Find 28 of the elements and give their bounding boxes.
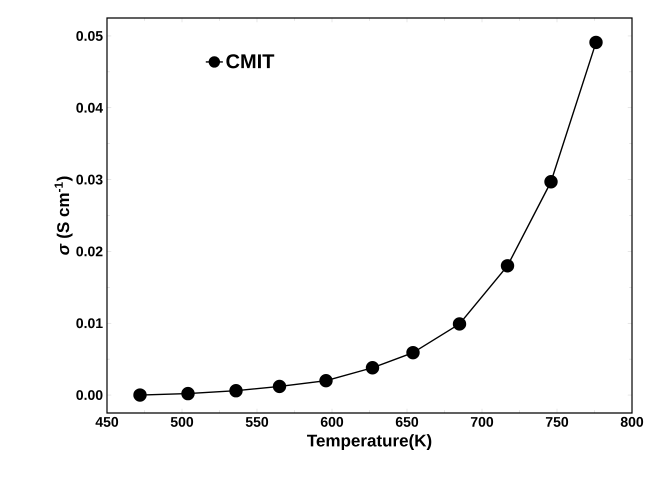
- x-axis-title: Temperature(K): [307, 434, 432, 450]
- x-tick-label: 750: [546, 416, 568, 427]
- y-tick-label: 0.01: [76, 318, 103, 328]
- y-tick-label: 0.00: [76, 390, 102, 400]
- x-tick-label: 650: [396, 416, 418, 427]
- x-tick-label: 700: [470, 416, 494, 427]
- point: [181, 386, 195, 400]
- x-tick-label: 550: [246, 416, 268, 427]
- point: [133, 388, 147, 402]
- x-tick-label: 500: [170, 416, 194, 427]
- y-tick-label: 0.04: [76, 102, 103, 113]
- x-tick-label: 800: [620, 416, 644, 427]
- point: [229, 384, 243, 398]
- point: [272, 380, 286, 394]
- point: [544, 175, 558, 188]
- x-tick-label: 450: [96, 416, 118, 427]
- point: [406, 346, 420, 360]
- point: [319, 374, 333, 388]
- y-tick-label: 0.02: [76, 246, 103, 256]
- y-tick-label: 0.03: [76, 174, 103, 185]
- point: [452, 317, 466, 331]
- point: [500, 259, 514, 272]
- y-axis-title: σ (S cm$^{-1}$): [54, 176, 73, 255]
- point: [366, 361, 380, 374]
- point: [589, 36, 603, 50]
- legend-label: CMIT: [226, 54, 274, 68]
- x-tick-label: 600: [320, 416, 344, 427]
- y-tick-label: 0.05: [76, 30, 103, 41]
